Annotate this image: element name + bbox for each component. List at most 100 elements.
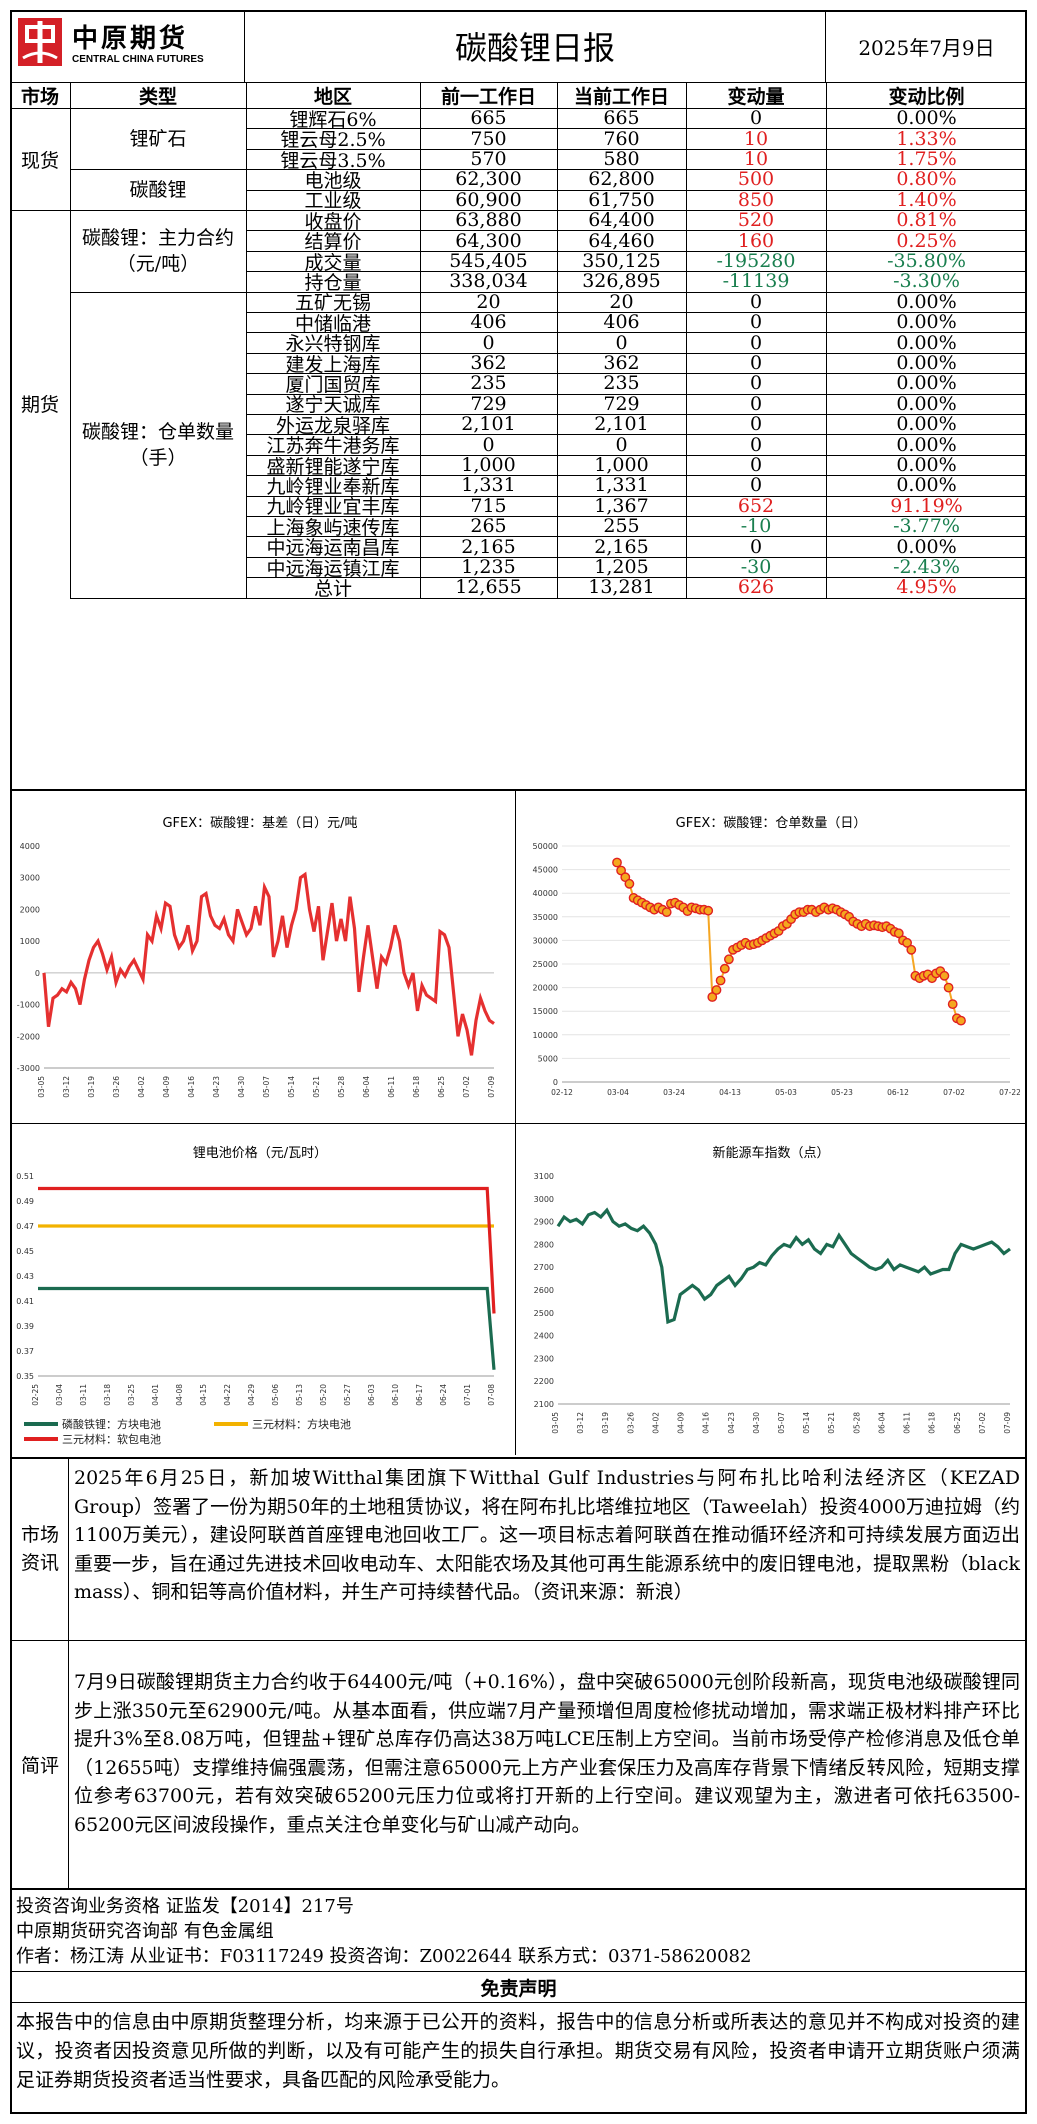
- x-tick-label: 04-16: [702, 1412, 711, 1434]
- market-spot: 现货: [20, 149, 59, 172]
- x-tick-label: 07-02: [943, 1088, 965, 1097]
- x-tick-label: 04-30: [237, 1076, 246, 1098]
- logo-icon: [18, 18, 62, 66]
- y-tick-label: 3000: [20, 874, 40, 883]
- y-tick-label: 2000: [20, 905, 40, 914]
- cell-curr: 406: [603, 312, 640, 333]
- col-header: 地区: [313, 85, 352, 108]
- x-tick-label: 06-18: [928, 1412, 937, 1434]
- data-point: [711, 985, 722, 995]
- x-tick-label: 04-13: [719, 1088, 741, 1097]
- cell-chg: 10: [743, 128, 769, 149]
- x-tick-label: 04-22: [223, 1384, 232, 1406]
- x-tick-label: 05-14: [802, 1412, 811, 1434]
- cell-region: 持仓量: [304, 271, 362, 292]
- x-tick-label: 04-02: [651, 1412, 660, 1434]
- type-carbonate: 碳酸锂: [129, 178, 187, 201]
- col-header: 类型: [138, 85, 177, 108]
- x-tick-label: 06-25: [953, 1412, 962, 1434]
- x-tick-label: 06-10: [391, 1384, 400, 1406]
- y-tick-label: 50000: [533, 842, 558, 851]
- x-tick-label: 04-09: [677, 1412, 686, 1434]
- cell-region: 五矿无锡: [294, 292, 371, 312]
- cell-chg: 850: [737, 189, 775, 210]
- cell-chg: 0: [749, 312, 763, 333]
- data-point: [703, 905, 714, 916]
- cell-prev: 0: [482, 332, 495, 353]
- x-tick-label: 02-12: [551, 1088, 573, 1097]
- y-tick-label: 0.39: [16, 1322, 34, 1331]
- x-tick-label: 03-26: [626, 1412, 635, 1434]
- x-tick-label: 06-04: [877, 1412, 886, 1434]
- cell-chg: 520: [737, 210, 775, 231]
- cell-chg: 0: [749, 454, 763, 476]
- disclaimer-title: 免责声明: [480, 1977, 557, 2000]
- cell-region: 永兴特钢库: [285, 333, 381, 353]
- cell-pct: 0.00%: [896, 291, 957, 312]
- cell-chg: 0: [749, 475, 763, 496]
- cell-curr: 729: [603, 393, 640, 414]
- cell-pct: 0.00%: [896, 393, 957, 414]
- cell-region: 锂辉石6%: [289, 108, 377, 129]
- cell-curr: 2,101: [594, 414, 649, 435]
- cell-region: 遂宁天诚库: [285, 394, 381, 414]
- cell-region: 中储临港: [294, 312, 371, 333]
- cell-chg: -11139: [722, 271, 790, 292]
- x-tick-label: 03-18: [103, 1384, 112, 1406]
- cell-pct: 0.00%: [896, 454, 957, 476]
- cell-prev: 2,101: [461, 414, 516, 435]
- data-point: [939, 970, 950, 981]
- y-tick-label: 40000: [533, 889, 558, 898]
- col-header: 前一工作日: [440, 85, 536, 108]
- y-tick-label: 2200: [534, 1377, 554, 1386]
- x-tick-label: 05-07: [777, 1412, 786, 1434]
- x-tick-label: 04-15: [199, 1384, 208, 1406]
- cell-curr: 64,460: [588, 230, 655, 251]
- cell-curr: 255: [603, 516, 640, 537]
- cell-region: 建发上海库: [285, 353, 381, 374]
- cell-pct: 4.95%: [896, 577, 957, 598]
- y-tick-label: 15000: [533, 1007, 558, 1016]
- y-tick-label: 2800: [534, 1240, 554, 1249]
- cell-chg: 0: [749, 332, 763, 353]
- x-tick-label: 03-04: [607, 1088, 629, 1097]
- x-tick-label: 05-20: [319, 1384, 328, 1406]
- cell-chg: 0: [749, 108, 763, 129]
- cell-region: 外运龙泉驿库: [275, 414, 390, 435]
- cell-pct: -2.43%: [893, 556, 960, 578]
- data-point: [661, 907, 672, 918]
- cell-prev: 545,405: [449, 250, 528, 272]
- y-tick-label: 2500: [534, 1309, 554, 1318]
- cell-region: 总计: [313, 577, 352, 598]
- cell-pct: 0.25%: [896, 230, 957, 251]
- y-tick-label: 0.49: [16, 1197, 34, 1206]
- y-tick-label: 2900: [534, 1218, 554, 1227]
- cell-pct: 0.00%: [896, 352, 957, 374]
- footer-qualification: 投资咨询业务资格 证监发【2014】217号: [16, 1896, 354, 1917]
- cell-region: 工业级: [304, 190, 362, 210]
- cell-prev: 235: [470, 373, 507, 394]
- y-tick-label: 0.43: [16, 1272, 34, 1281]
- data-point: [723, 954, 734, 965]
- chart-basis: 4000 3000 2000 1000 0 -1000 -2000 -3000 03-05 03-…: [17, 842, 496, 1098]
- cell-region: 结算价: [304, 231, 362, 251]
- x-tick-label: 03-12: [576, 1412, 585, 1434]
- chart-nev: 3100 3000 2900 2800 2700 2600 2500 2400 2300 2200…: [534, 1172, 1012, 1434]
- x-tick-label: 07-22: [999, 1088, 1020, 1097]
- legend-label: 三元材料：软包电池: [62, 1432, 161, 1446]
- chart-battery-title: 锂电池价格（元/瓦时）: [192, 1146, 328, 1161]
- cell-prev: 665: [470, 108, 507, 129]
- cell-prev: 64,300: [455, 230, 522, 251]
- x-tick-label: 04-16: [187, 1076, 196, 1098]
- market-futures: 期货: [20, 394, 59, 417]
- y-tick-label: 0.45: [16, 1247, 34, 1256]
- x-tick-label: 06-17: [415, 1384, 424, 1406]
- cell-pct: 0.81%: [896, 210, 957, 231]
- cell-pct: 0.00%: [896, 414, 957, 435]
- x-tick-label: 04-08: [175, 1384, 184, 1406]
- data-point: [612, 857, 622, 868]
- y-tick-label: 2700: [534, 1263, 554, 1272]
- cell-chg: 10: [743, 148, 769, 170]
- y-tick-label: 10000: [533, 1031, 558, 1040]
- x-tick-label: 07-08: [487, 1384, 496, 1406]
